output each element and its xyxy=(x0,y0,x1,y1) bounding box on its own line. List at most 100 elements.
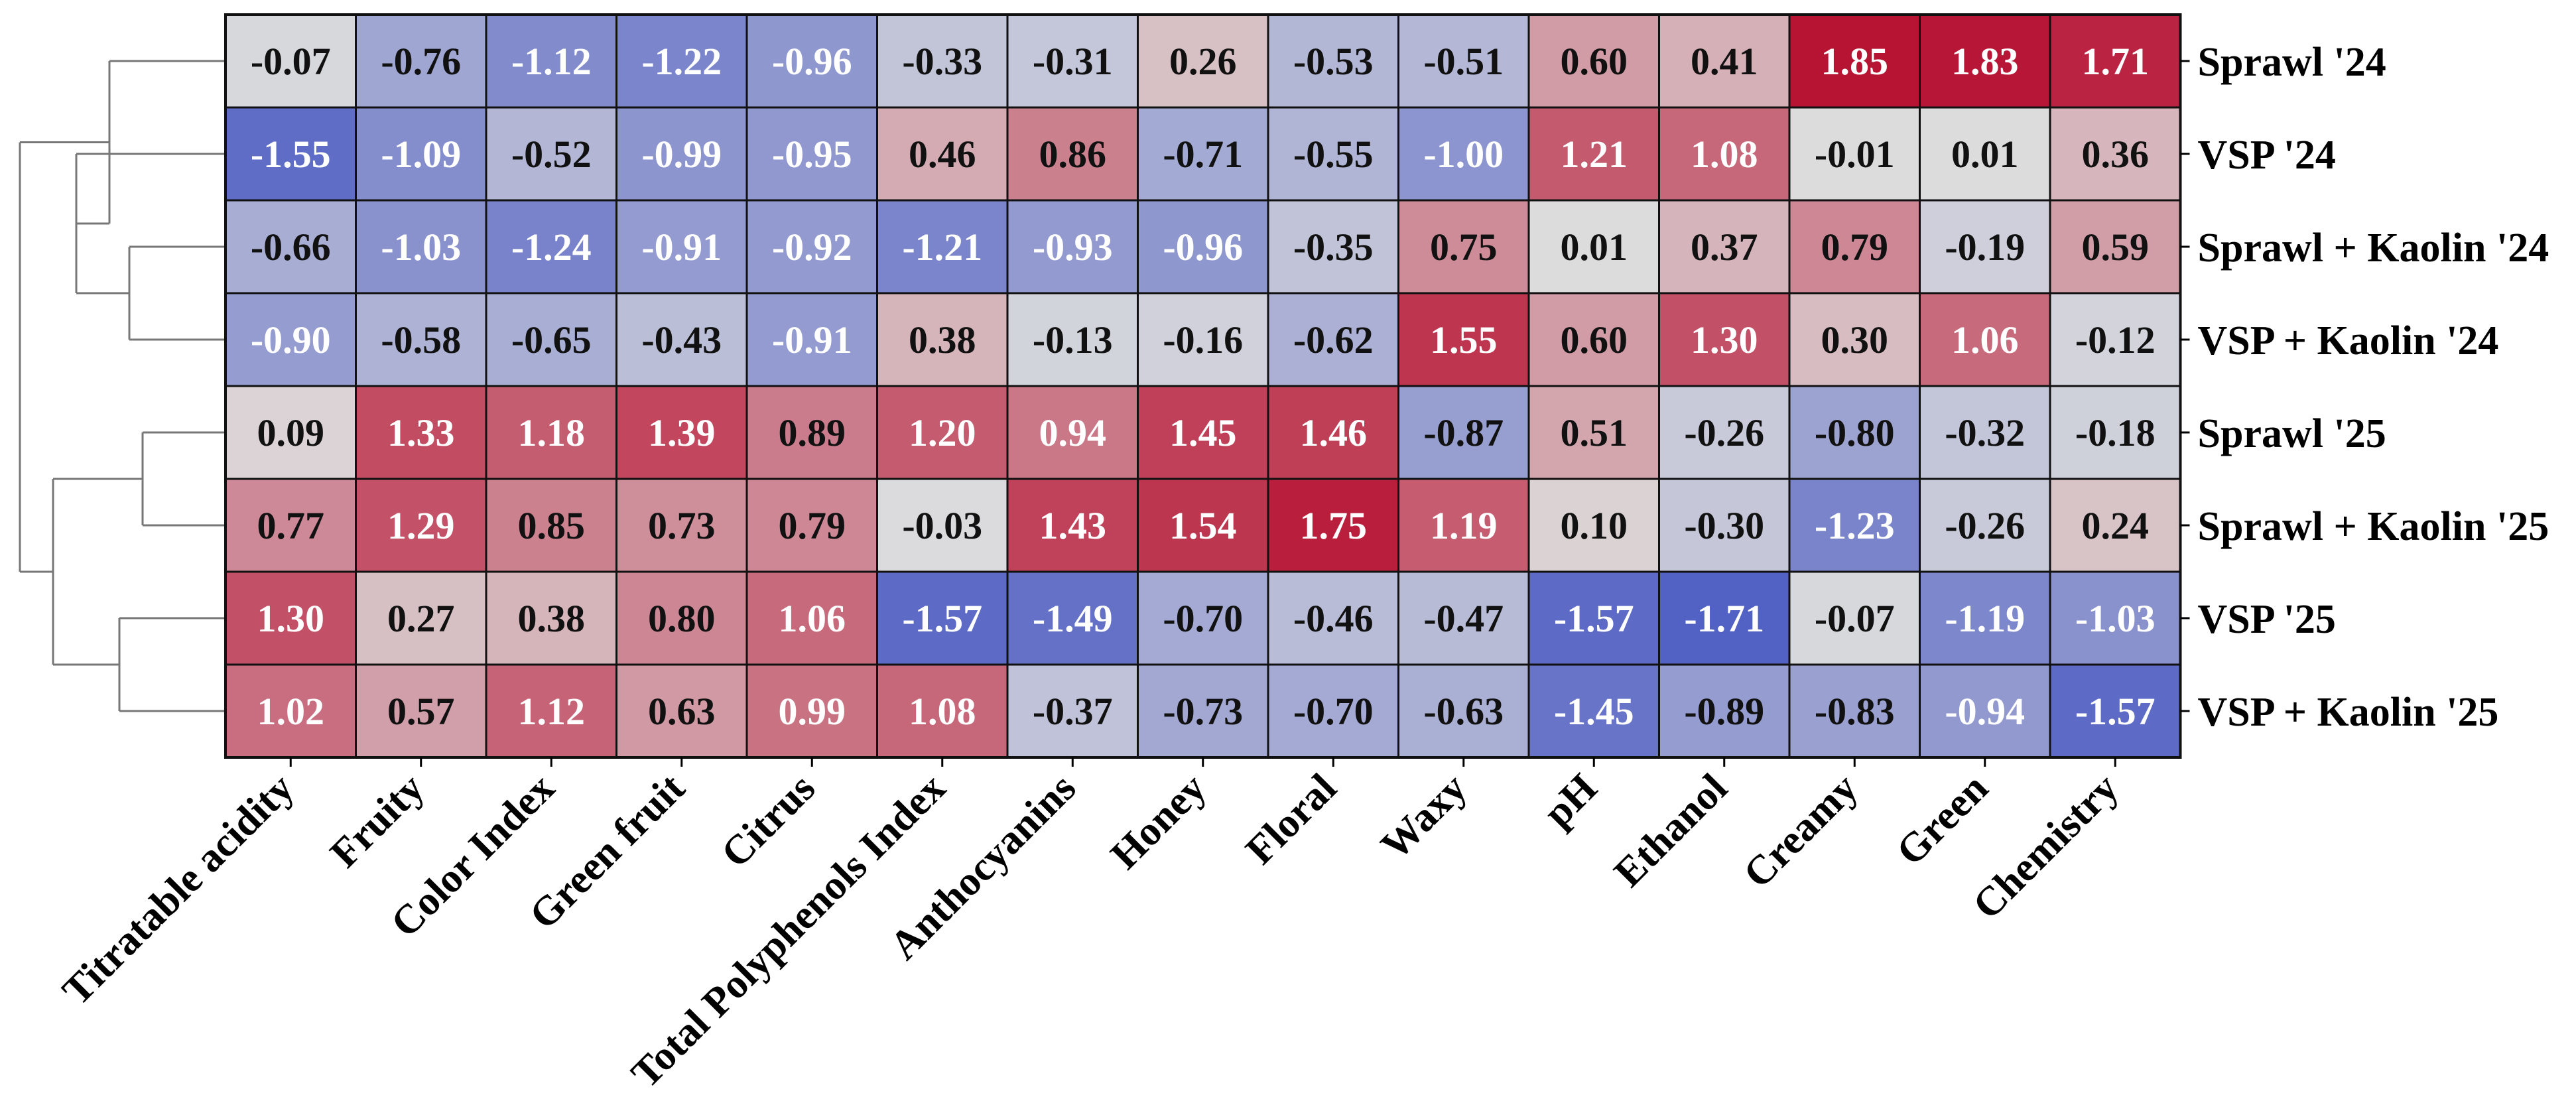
row-label: Sprawl '24 xyxy=(2198,40,2386,85)
cell-value-label: -1.03 xyxy=(2075,597,2156,640)
row-label: VSP + Kaolin '24 xyxy=(2198,318,2499,363)
cell-value-label: 1.08 xyxy=(909,690,976,733)
cell-value-label: 0.79 xyxy=(779,504,846,547)
cell-value-label: 1.33 xyxy=(387,411,455,454)
cell-value-label: 1.21 xyxy=(1561,133,1628,176)
heatmap-cell xyxy=(1919,13,2051,109)
cell-value-label: 0.27 xyxy=(387,597,455,640)
cell-value-label: -1.23 xyxy=(1815,504,1895,547)
cell-value-label: 0.60 xyxy=(1561,318,1628,361)
cell-value-label: -0.26 xyxy=(1684,411,1764,454)
cell-value-label: 1.30 xyxy=(1691,318,1758,361)
heatmap-cell xyxy=(485,292,617,387)
heatmap-cell xyxy=(1006,106,1139,202)
cell-value-label: -0.58 xyxy=(381,318,461,361)
cell-value-label: -0.83 xyxy=(1815,690,1895,733)
heatmap-cell xyxy=(224,199,357,294)
heatmap-cell xyxy=(1788,385,1921,480)
heatmap-cell xyxy=(1919,478,2051,573)
cell-value-label: -0.53 xyxy=(1293,40,1374,83)
cell-value-label: 0.79 xyxy=(1821,226,1889,269)
cell-value-label: -0.89 xyxy=(1684,690,1764,733)
cell-value-label: 0.41 xyxy=(1691,40,1758,83)
heatmap-cell xyxy=(1788,199,1921,294)
cell-value-label: -0.37 xyxy=(1033,690,1113,733)
heatmap-cell xyxy=(1267,663,1399,759)
heatmap-cell xyxy=(1267,570,1399,666)
cell-value-label: -1.71 xyxy=(1684,597,1764,640)
cell-value-label: 0.77 xyxy=(257,504,325,547)
cell-value-label: -0.93 xyxy=(1033,226,1113,269)
heatmap-cell xyxy=(1527,478,1660,573)
row-label: VSP '25 xyxy=(2198,597,2336,642)
heatmap-cell xyxy=(355,106,487,202)
cell-value-label: -0.65 xyxy=(511,318,592,361)
cell-value-label: -0.13 xyxy=(1033,318,1113,361)
heatmap-cell xyxy=(355,478,487,573)
heatmap-cell xyxy=(1006,199,1139,294)
heatmap-cell xyxy=(2049,13,2181,109)
cell-value-label: 1.06 xyxy=(1951,318,2019,361)
row-labels: Sprawl '24 VSP '24 Sprawl + Kaolin '24 VSP … xyxy=(2180,40,2549,735)
cell-value-label: -1.09 xyxy=(381,133,461,176)
cell-value-label: 0.57 xyxy=(387,690,455,733)
heatmap-cell xyxy=(1658,570,1791,666)
cell-value-label: -1.57 xyxy=(902,597,982,640)
cell-value-label: -0.47 xyxy=(1423,597,1504,640)
cell-value-label: 0.46 xyxy=(909,133,976,176)
cell-value-label: -0.03 xyxy=(902,504,982,547)
heatmap-cell xyxy=(615,570,748,666)
cell-value-label: -1.49 xyxy=(1033,597,1113,640)
heatmap-cell xyxy=(1006,478,1139,573)
cell-value-label: 0.63 xyxy=(648,690,716,733)
cell-value-label: 0.36 xyxy=(2082,133,2150,176)
heatmap-cell xyxy=(745,106,878,202)
heatmap-cell xyxy=(1006,570,1139,666)
cell-value-label: -1.57 xyxy=(2075,690,2156,733)
cell-value-label: 0.73 xyxy=(648,504,716,547)
heatmap-cell xyxy=(1919,570,2051,666)
column-label: Titratable acidity xyxy=(54,765,302,1014)
heatmap-cell xyxy=(2049,199,2181,294)
heatmap-cell xyxy=(485,570,617,666)
cell-value-label: 0.01 xyxy=(1951,133,2019,176)
heatmap-cell xyxy=(1397,292,1530,387)
cell-value-label: 0.80 xyxy=(648,597,716,640)
heatmap-cell xyxy=(745,570,878,666)
cell-value-label: -0.76 xyxy=(381,40,461,83)
cell-value-label: 1.43 xyxy=(1039,504,1107,547)
heatmap-cell xyxy=(1397,199,1530,294)
cell-value-label: -0.87 xyxy=(1423,411,1504,454)
row-label: Sprawl '25 xyxy=(2198,411,2386,456)
cell-value-label: -1.24 xyxy=(511,226,592,269)
cell-value-label: -0.35 xyxy=(1293,226,1374,269)
cell-value-label: 1.29 xyxy=(387,504,455,547)
row-label: Sprawl + Kaolin '24 xyxy=(2198,226,2549,271)
heatmap-cell xyxy=(1658,663,1791,759)
cell-value-label: -0.73 xyxy=(1163,690,1243,733)
cell-value-label: 0.85 xyxy=(518,504,586,547)
cell-value-label: 1.20 xyxy=(909,411,976,454)
heatmap-cell xyxy=(1788,478,1921,573)
cell-value-label: 1.39 xyxy=(648,411,716,454)
row-label: VSP + Kaolin '25 xyxy=(2198,690,2499,735)
cell-value-label: -1.45 xyxy=(1554,690,1634,733)
heatmap-cell xyxy=(1397,570,1530,666)
heatmap-cell xyxy=(224,385,357,480)
heatmap-cell xyxy=(224,478,357,573)
cell-value-label: -0.16 xyxy=(1163,318,1243,361)
cell-value-label: -1.21 xyxy=(902,226,982,269)
cell-value-label: -1.57 xyxy=(1554,597,1634,640)
cell-value-label: 1.02 xyxy=(257,690,325,733)
cell-value-label: -0.51 xyxy=(1423,40,1504,83)
heatmap-cell xyxy=(1137,663,1269,759)
heatmap-cell xyxy=(745,13,878,109)
cell-value-label: -0.62 xyxy=(1293,318,1374,361)
row-dendrogram xyxy=(19,60,225,712)
column-label: Honey xyxy=(1102,765,1215,878)
cell-value-label: -0.95 xyxy=(772,133,852,176)
cell-value-label: -0.07 xyxy=(1815,597,1895,640)
heatmap-cell xyxy=(876,663,1009,759)
cell-value-label: 0.94 xyxy=(1039,411,1107,454)
